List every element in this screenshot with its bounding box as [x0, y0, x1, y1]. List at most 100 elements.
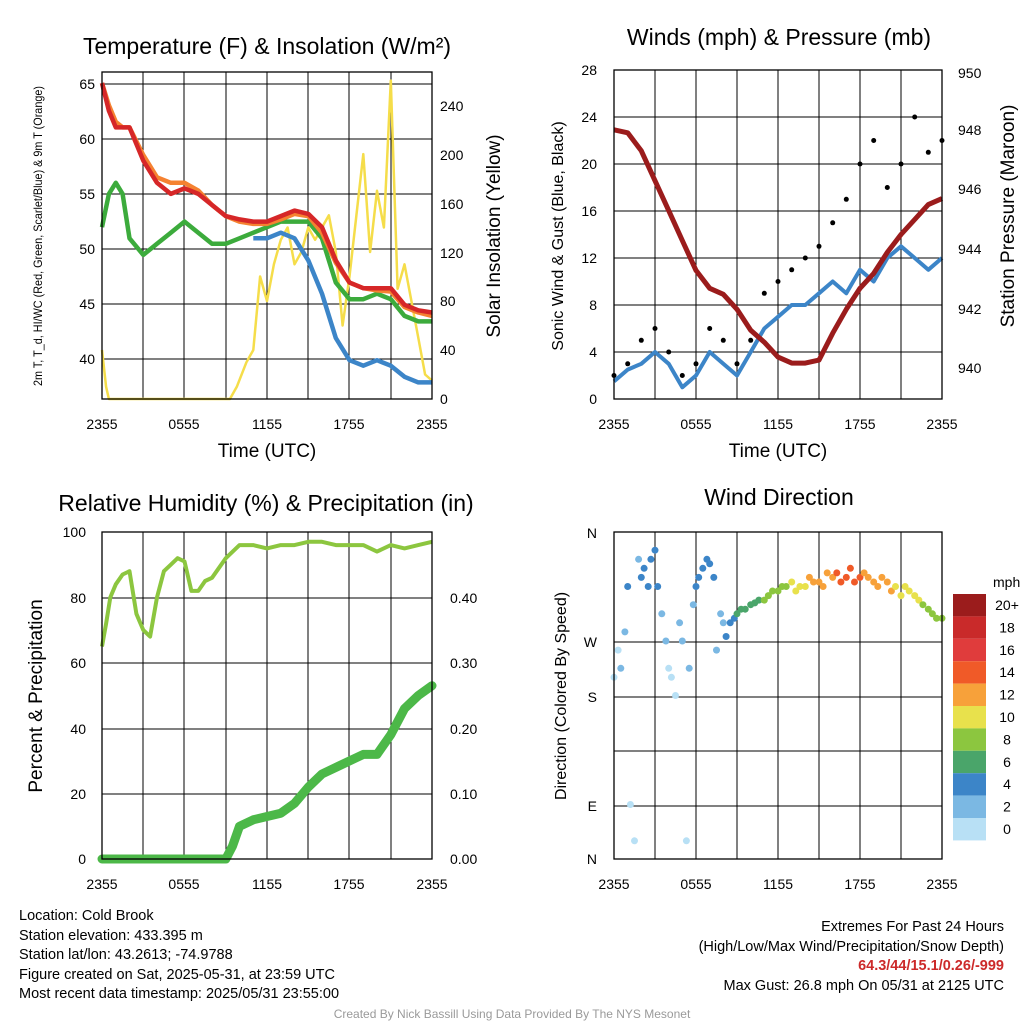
direction-point — [815, 578, 823, 586]
gust-point — [816, 243, 822, 249]
gust-point — [693, 361, 699, 367]
direction-point — [651, 546, 659, 554]
solar-tick-240: 240 — [440, 98, 464, 114]
direction-point — [810, 578, 817, 586]
gust-point — [761, 290, 767, 296]
dir-xtick-0555: 0555 — [680, 876, 711, 892]
rh-tick-20: 20 — [70, 786, 86, 802]
direction-point — [717, 610, 725, 618]
legend-label: 8 — [1003, 731, 1011, 747]
wind-tick-8: 8 — [589, 297, 597, 313]
wind-xtick-1755: 1755 — [844, 416, 875, 432]
extremes-values: 64.3/44/15.1/0.26/-999 — [858, 958, 1004, 974]
wind-tick-28: 28 — [581, 62, 597, 78]
direction-panel: Wind Direction N W S E N 2355 0555 1155 … — [553, 484, 1020, 892]
direction-point — [695, 573, 703, 581]
direction-point — [837, 578, 845, 586]
extremes-heading: Extremes For Past 24 Hours — [821, 919, 1004, 935]
legend-swatch — [953, 750, 986, 774]
extremes-info: Extremes For Past 24 Hours (High/Low/Max… — [699, 918, 1004, 996]
precip-tick-040: 0.40 — [450, 590, 477, 606]
humidity-left-ticks: 100 80 60 40 20 0 — [63, 524, 87, 867]
temp-tick-40: 40 — [79, 351, 95, 367]
series-station-pressure — [613, 127, 944, 366]
wind-tick-4: 4 — [589, 344, 597, 360]
direction-point — [796, 583, 804, 590]
gust-point — [843, 196, 849, 202]
extremes-subheading: (High/Low/Max Wind/Precipitation/Snow De… — [698, 938, 1004, 955]
legend-label: 16 — [999, 642, 1015, 658]
winds-left-ticks: 28 24 20 16 12 8 4 0 — [581, 62, 597, 407]
direction-ylabel: Direction (Colored By Speed) — [553, 592, 570, 800]
solar-tick-40: 40 — [440, 342, 456, 358]
gust-point — [707, 326, 713, 331]
direction-point — [719, 619, 727, 627]
direction-point — [760, 596, 768, 604]
direction-point — [864, 573, 872, 581]
direction-point — [710, 573, 718, 581]
temp-tick-45: 45 — [79, 296, 95, 312]
direction-point — [635, 555, 643, 563]
gust-point — [625, 361, 631, 367]
winds-panel: Winds (mph) & Pressure (mb) 28 24 20 16 … — [550, 24, 1019, 462]
station-elevation: Station elevation: 433.395 m — [19, 927, 203, 944]
direction-frame — [613, 531, 943, 860]
station-latlon: Station lat/lon: 43.2613; -74.9788 — [19, 947, 233, 963]
temp-tick-65: 65 — [79, 76, 95, 92]
direction-point — [819, 583, 827, 590]
direction-point — [842, 573, 850, 581]
dir-tick-n-top: N — [587, 525, 597, 541]
speed-legend: mph 20+ 18 16 14 12 10 8 6 4 2 0 — [953, 574, 1020, 841]
winds-x-ticks: 2355 0555 1155 1755 2355 — [598, 416, 957, 432]
gust-point — [652, 326, 658, 331]
dir-tick-e: E — [588, 798, 597, 814]
legend-swatch — [953, 638, 986, 662]
direction-point — [833, 569, 841, 577]
direction-point — [870, 578, 878, 586]
direction-point — [713, 646, 720, 654]
direction-point — [755, 596, 763, 604]
wind-xtick-0555: 0555 — [680, 416, 711, 432]
dir-tick-n-bottom: N — [587, 851, 597, 867]
temperature-panel: Temperature (F) & Insolation (W/m²) 65 6… — [31, 33, 505, 462]
solar-tick-80: 80 — [440, 293, 456, 309]
direction-point — [774, 587, 782, 595]
pres-tick-944: 944 — [958, 241, 982, 257]
legend-label: 14 — [999, 664, 1015, 680]
direction-point — [678, 637, 686, 645]
gust-point — [898, 161, 904, 167]
pres-tick-940: 940 — [958, 360, 982, 376]
humidity-title: Relative Humidity (%) & Precipitation (i… — [58, 490, 473, 516]
direction-point — [829, 573, 837, 581]
direction-point — [654, 583, 662, 590]
temp-xtick-2355b: 2355 — [416, 416, 447, 432]
precip-tick-020: 0.20 — [450, 721, 477, 737]
wind-tick-20: 20 — [581, 156, 597, 172]
direction-point — [614, 646, 622, 654]
direction-y-ticks: N W S E N — [584, 525, 598, 867]
gust-point — [666, 349, 672, 355]
temp-tick-55: 55 — [79, 186, 95, 202]
gust-point — [925, 149, 931, 155]
gust-point — [912, 114, 918, 120]
precip-tick-030: 0.30 — [450, 655, 477, 671]
temperature-right-ticks: 240 200 160 120 80 40 0 — [440, 98, 464, 407]
legend-label: 4 — [1003, 776, 1011, 792]
legend-swatch — [953, 683, 986, 706]
direction-point — [860, 569, 868, 577]
pres-tick-946: 946 — [958, 181, 982, 197]
winds-grid — [614, 70, 942, 399]
winds-right-ticks: 950 948 946 944 942 940 — [958, 65, 982, 376]
temperature-left-ticks: 65 60 55 50 45 40 — [79, 76, 95, 367]
temp-xtick-2355a: 2355 — [86, 416, 117, 432]
temperature-xlabel: Time (UTC) — [218, 441, 317, 462]
direction-point — [933, 614, 940, 622]
direction-point — [792, 587, 800, 595]
pres-tick-950: 950 — [958, 65, 982, 81]
temperature-frame — [101, 71, 433, 400]
rh-xtick-1755: 1755 — [333, 876, 364, 892]
rh-tick-80: 80 — [70, 590, 86, 606]
direction-point — [741, 605, 749, 613]
direction-point — [782, 583, 790, 590]
winds-xlabel: Time (UTC) — [729, 441, 828, 462]
